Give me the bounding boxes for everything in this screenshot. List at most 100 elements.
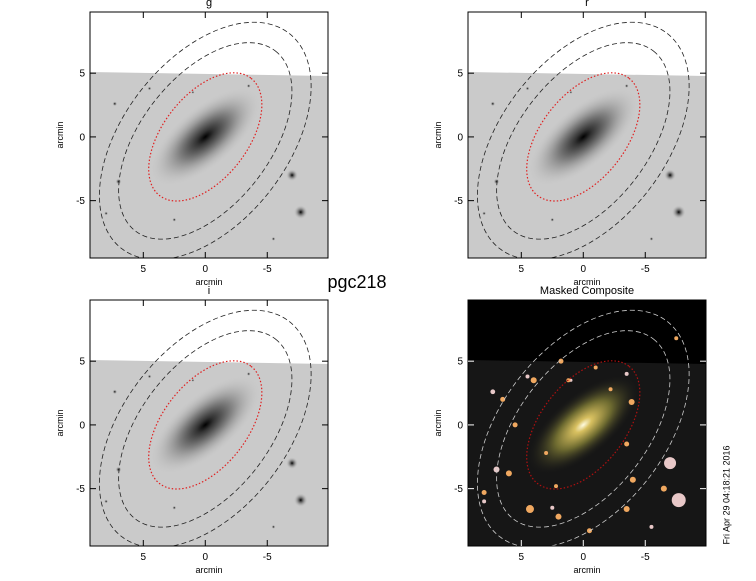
x-axis-label: arcmin bbox=[573, 277, 600, 287]
image bbox=[468, 12, 706, 258]
star bbox=[172, 217, 177, 222]
star bbox=[191, 90, 195, 94]
y-tick-label: 5 bbox=[79, 69, 85, 80]
star bbox=[271, 524, 276, 529]
star bbox=[147, 86, 152, 91]
no-data-region bbox=[468, 12, 706, 76]
aperture-red bbox=[148, 72, 263, 202]
mask bbox=[660, 485, 667, 492]
no-data-region bbox=[90, 300, 328, 364]
panel-title: i bbox=[208, 285, 210, 297]
mask bbox=[525, 505, 534, 514]
panel-title: r bbox=[585, 0, 589, 9]
x-axis-label: arcmin bbox=[573, 565, 600, 575]
star bbox=[112, 389, 118, 395]
x-tick-label: 5 bbox=[141, 264, 147, 275]
frame bbox=[89, 11, 329, 259]
panel: g arcmin arcmin 5 0 -5 5 0 -5 bbox=[55, 0, 329, 287]
no-data-region bbox=[468, 300, 706, 364]
image bbox=[90, 12, 328, 258]
y-axis-label: arcmin bbox=[55, 409, 65, 436]
x-axis-label: arcmin bbox=[195, 277, 222, 287]
x-tick-label: -5 bbox=[641, 264, 650, 275]
star bbox=[649, 236, 654, 241]
star bbox=[293, 493, 308, 508]
x-tick-label: 5 bbox=[519, 552, 525, 563]
star bbox=[550, 217, 555, 222]
no-data-region bbox=[90, 12, 328, 76]
y-axis-label: arcmin bbox=[433, 121, 443, 148]
mask bbox=[593, 365, 598, 370]
aperture bbox=[118, 42, 293, 240]
x-tick-label: 5 bbox=[141, 552, 147, 563]
star bbox=[525, 86, 530, 91]
star bbox=[671, 205, 686, 220]
star bbox=[246, 83, 251, 88]
star bbox=[664, 457, 677, 470]
mask bbox=[555, 513, 562, 520]
star bbox=[664, 169, 677, 182]
star bbox=[172, 505, 177, 510]
y-tick-label: 5 bbox=[79, 357, 85, 368]
star bbox=[482, 499, 487, 504]
x-tick-label: 5 bbox=[519, 264, 525, 275]
mask bbox=[512, 422, 518, 428]
frame bbox=[467, 299, 707, 547]
mask bbox=[505, 470, 512, 477]
mask bbox=[628, 398, 635, 405]
mask bbox=[608, 387, 613, 392]
star bbox=[112, 101, 118, 107]
star bbox=[482, 211, 487, 216]
y-tick-label: 0 bbox=[79, 132, 85, 143]
y-tick-label: -5 bbox=[76, 484, 85, 495]
x-tick-label: 0 bbox=[581, 552, 587, 563]
aperture bbox=[477, 309, 690, 546]
mask bbox=[544, 450, 549, 455]
panel: Masked Composite arcmin arcmin 5 0 -5 5 0 -5 bbox=[433, 285, 707, 575]
mask bbox=[558, 358, 564, 364]
star bbox=[550, 505, 555, 510]
galaxy bbox=[527, 87, 639, 187]
galaxy bbox=[149, 375, 261, 475]
mask bbox=[554, 484, 559, 489]
star bbox=[286, 457, 299, 470]
aperture bbox=[477, 21, 690, 258]
mask bbox=[500, 396, 506, 402]
y-tick-label: 5 bbox=[457, 69, 463, 80]
mask bbox=[623, 506, 630, 513]
panel-title: Masked Composite bbox=[540, 285, 634, 297]
star bbox=[246, 371, 251, 376]
star bbox=[191, 378, 195, 382]
galaxy bbox=[149, 87, 261, 187]
star bbox=[104, 211, 109, 216]
star bbox=[649, 524, 654, 529]
image bbox=[90, 300, 328, 546]
y-tick-label: 5 bbox=[457, 357, 463, 368]
x-tick-label: 0 bbox=[203, 552, 209, 563]
mask bbox=[530, 377, 537, 384]
star bbox=[490, 101, 496, 107]
star bbox=[493, 178, 500, 185]
panel: i arcmin arcmin 5 0 -5 5 0 -5 bbox=[55, 285, 329, 575]
x-tick-label: 0 bbox=[203, 264, 209, 275]
star bbox=[115, 178, 122, 185]
frame bbox=[467, 11, 707, 259]
star bbox=[624, 371, 629, 376]
mask bbox=[481, 489, 487, 495]
star bbox=[271, 236, 276, 241]
x-tick-label: -5 bbox=[263, 552, 272, 563]
star bbox=[286, 169, 299, 182]
x-tick-label: -5 bbox=[263, 264, 272, 275]
panel: r arcmin arcmin 5 0 -5 5 0 -5 bbox=[433, 0, 707, 287]
star bbox=[624, 83, 629, 88]
y-tick-label: 0 bbox=[79, 420, 85, 431]
star bbox=[115, 466, 122, 473]
y-tick-label: -5 bbox=[454, 484, 463, 495]
star bbox=[147, 374, 152, 379]
aperture-red bbox=[148, 360, 263, 490]
y-axis-label: arcmin bbox=[433, 409, 443, 436]
y-tick-label: 0 bbox=[457, 420, 463, 431]
timestamp: Fri Apr 29 04:18:21 2016 bbox=[721, 445, 731, 544]
x-axis-label: arcmin bbox=[195, 565, 222, 575]
